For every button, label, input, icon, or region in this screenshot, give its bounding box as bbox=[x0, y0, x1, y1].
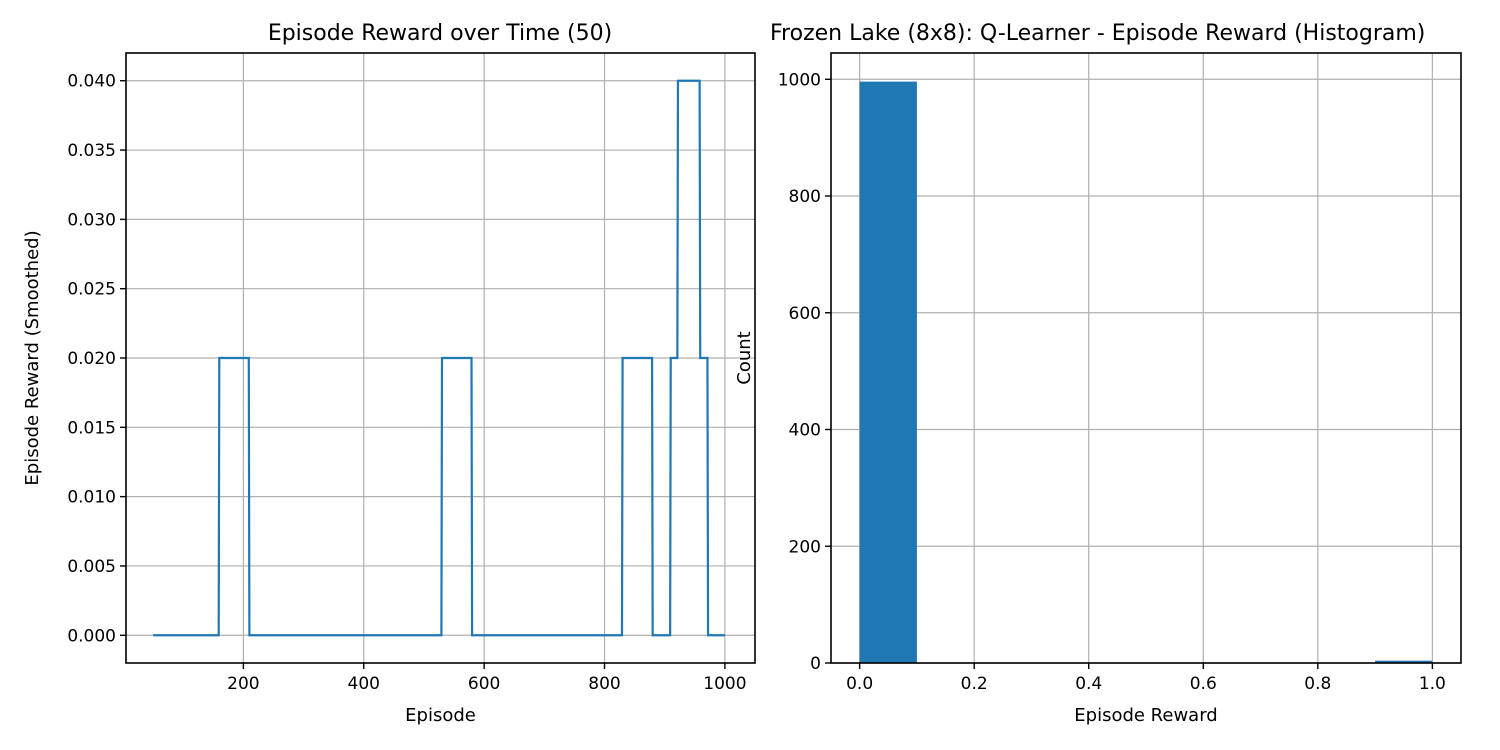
y-tick-label: 0.000 bbox=[67, 626, 116, 646]
chart-title: Frozen Lake (8x8): Q-Learner - Episode R… bbox=[770, 21, 1425, 46]
x-tick-label: 0.2 bbox=[961, 674, 988, 694]
y-tick-label: 0.020 bbox=[67, 349, 116, 369]
x-tick-label: 600 bbox=[468, 674, 500, 694]
y-tick-label: 0 bbox=[810, 654, 821, 674]
x-tick-label: 0.4 bbox=[1075, 674, 1102, 694]
y-tick-label: 0.025 bbox=[67, 280, 116, 300]
x-tick-label: 0.8 bbox=[1304, 674, 1331, 694]
histogram-bar bbox=[1375, 660, 1433, 663]
x-tick-label: 1000 bbox=[703, 674, 746, 694]
y-tick-label: 600 bbox=[789, 304, 821, 324]
y-tick-label: 0.040 bbox=[67, 72, 116, 92]
y-tick-label: 0.030 bbox=[67, 210, 116, 230]
y-tick-label: 0.035 bbox=[67, 141, 116, 161]
y-tick-label: 0.005 bbox=[67, 557, 116, 577]
x-tick-label: 0.0 bbox=[846, 674, 873, 694]
x-axis-label: Episode Reward bbox=[1074, 705, 1217, 726]
y-axis-label: Count bbox=[734, 331, 755, 384]
chart-1: 200 400 600 800 1000 0.000 0.005 0.010 0.015 0.02… bbox=[22, 21, 756, 726]
histogram-bar bbox=[859, 81, 917, 664]
y-tick-label: 200 bbox=[789, 537, 821, 557]
y-tick-label: 0.010 bbox=[67, 488, 116, 508]
x-axis-label: Episode bbox=[405, 705, 476, 726]
y-tick-label: 400 bbox=[789, 421, 821, 441]
chart-title: Episode Reward over Time (50) bbox=[268, 21, 612, 46]
x-tick-label: 1.0 bbox=[1419, 674, 1446, 694]
x-tick-label: 800 bbox=[588, 674, 620, 694]
axes-frame bbox=[830, 52, 1462, 664]
y-tick-label: 1000 bbox=[778, 70, 821, 90]
y-tick-label: 0.015 bbox=[67, 418, 116, 438]
x-tick-label: 0.6 bbox=[1190, 674, 1217, 694]
chart-2: 0.0 0.2 0.4 0.6 0.8 1.0 0 200 400 600 800 1000 Episo… bbox=[734, 21, 1462, 726]
reward-line-series bbox=[153, 79, 725, 637]
y-tick-label: 800 bbox=[789, 187, 821, 207]
x-tick-label: 400 bbox=[348, 674, 380, 694]
y-axis-label: Episode Reward (Smoothed) bbox=[22, 230, 43, 485]
x-tick-label: 200 bbox=[227, 674, 259, 694]
